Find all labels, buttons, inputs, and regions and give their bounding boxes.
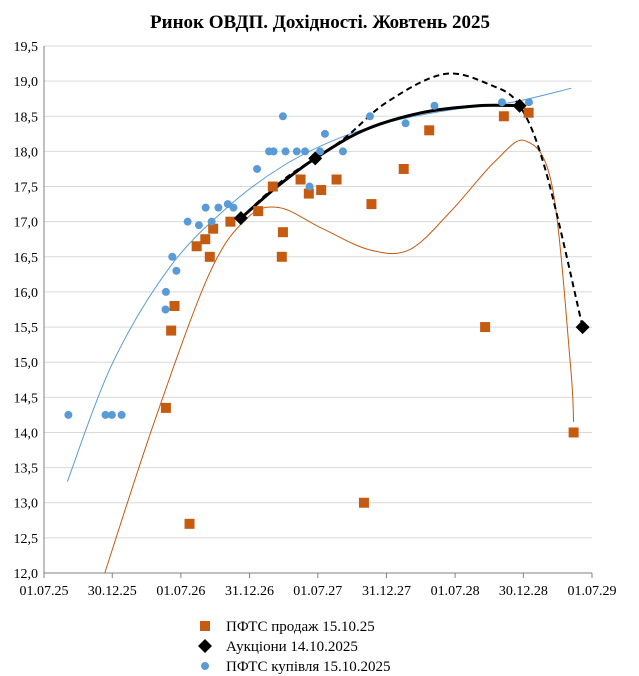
data-point-circle	[161, 287, 170, 296]
data-point-circle	[194, 221, 203, 230]
data-point-square	[568, 427, 579, 438]
data-point-circle	[430, 101, 439, 110]
data-point-square	[295, 174, 306, 185]
y-tick-label: 16,5	[14, 251, 39, 266]
data-point-circle	[524, 98, 533, 107]
data-point-square	[184, 518, 195, 529]
data-point-square	[191, 241, 202, 252]
grid-lines	[44, 45, 592, 574]
data-point-circle	[207, 217, 216, 226]
data-point-circle	[183, 217, 192, 226]
data-point-circle	[107, 410, 116, 419]
y-tick-label: 17,5	[14, 181, 39, 196]
legend-marker-circle	[201, 662, 209, 670]
data-point-circle	[316, 147, 325, 156]
data-marks	[64, 98, 590, 529]
x-tick-label: 01.07.27	[293, 584, 342, 599]
data-point-diamond	[308, 151, 323, 166]
data-point-circle	[305, 182, 314, 191]
data-point-square	[267, 181, 278, 192]
axes: 12,0 12,5 13,0 13,5 14,0 14,5 15,0 15,5 16,0 16,5…	[14, 40, 617, 599]
data-point-square	[225, 216, 236, 227]
y-tick-label: 14,5	[14, 391, 39, 406]
y-tick-label: 19,0	[14, 75, 39, 90]
data-point-circle	[101, 410, 110, 419]
x-tick-label: 31.12.27	[362, 584, 411, 599]
y-tick-label: 18,5	[14, 110, 39, 125]
trendline-solid-thin	[66, 87, 572, 482]
trendline-solid-thin	[104, 139, 575, 574]
y-tick-label: 16,0	[14, 286, 39, 301]
data-point-diamond	[233, 211, 248, 226]
y-tick-label: 13,5	[14, 462, 39, 477]
data-point-square	[480, 322, 491, 333]
y-tick-label: 12,0	[14, 567, 39, 582]
data-point-square	[208, 223, 219, 234]
x-tick-label: 31.12.26	[225, 584, 274, 599]
data-point-circle	[161, 305, 170, 314]
data-point-diamond	[512, 98, 527, 113]
data-point-square	[253, 206, 264, 217]
data-point-square	[358, 497, 369, 508]
x-tick-label: 30.12.28	[499, 584, 548, 599]
y-tick-label: 14,0	[14, 426, 39, 441]
data-point-circle	[281, 147, 290, 156]
legend-label: ПФТС продаж 15.10.25	[226, 619, 375, 635]
data-point-circle	[172, 266, 181, 275]
data-point-square	[398, 163, 409, 174]
legend-label: Аукціони 14.10.2025	[226, 639, 358, 655]
data-point-square	[316, 185, 327, 196]
legend-marker-square	[200, 621, 210, 631]
y-tick-label: 12,5	[14, 532, 39, 547]
y-tick-label: 15,5	[14, 321, 39, 336]
legend-marker-diamond	[198, 639, 212, 653]
data-point-square	[276, 251, 287, 262]
data-point-circle	[214, 203, 223, 212]
data-point-circle	[201, 203, 210, 212]
data-point-circle	[401, 119, 410, 128]
data-point-circle	[269, 147, 278, 156]
data-point-square	[204, 251, 215, 262]
trendlines	[66, 72, 584, 574]
data-point-square	[160, 402, 171, 413]
data-point-circle	[365, 112, 374, 121]
data-point-circle	[320, 129, 329, 138]
y-tick-label: 17,0	[14, 216, 39, 231]
legend: ПФТС продаж 15.10.25 Аукціони 14.10.2025 П…	[198, 619, 391, 675]
data-point-square	[523, 107, 534, 118]
x-tick-label: 01.07.29	[568, 584, 617, 599]
data-point-circle	[253, 164, 262, 173]
x-tick-label: 01.07.28	[431, 584, 480, 599]
trendline-solid-thick	[239, 103, 520, 220]
data-point-square	[169, 300, 180, 311]
data-point-circle	[292, 147, 301, 156]
y-tick-label: 13,0	[14, 497, 39, 512]
data-point-square	[498, 111, 509, 122]
legend-label: ПФТС купівля 15.10.2025	[226, 659, 391, 675]
y-tick-label: 15,0	[14, 356, 39, 371]
data-point-square	[366, 199, 377, 210]
data-point-circle	[278, 112, 287, 121]
y-tick-label: 19,5	[14, 40, 39, 55]
data-point-square	[424, 125, 435, 136]
data-point-square	[200, 234, 211, 245]
x-tick-label: 01.07.26	[156, 584, 205, 599]
data-point-square	[166, 325, 177, 336]
data-point-circle	[338, 147, 347, 156]
data-point-square	[303, 188, 314, 199]
x-tick-label: 30.12.25	[88, 584, 137, 599]
chart-title: Ринок ОВДП. Дохідності. Жовтень 2025	[150, 12, 490, 33]
data-point-circle	[301, 147, 310, 156]
data-point-circle	[229, 203, 238, 212]
data-point-circle	[117, 410, 126, 419]
data-point-square	[277, 227, 288, 238]
y-tick-label: 18,0	[14, 145, 39, 160]
data-point-circle	[168, 252, 177, 261]
data-point-square	[331, 174, 342, 185]
data-point-diamond	[575, 320, 590, 335]
data-point-circle	[64, 410, 73, 419]
x-tick-label: 01.07.25	[20, 584, 69, 599]
data-point-circle	[497, 98, 506, 107]
